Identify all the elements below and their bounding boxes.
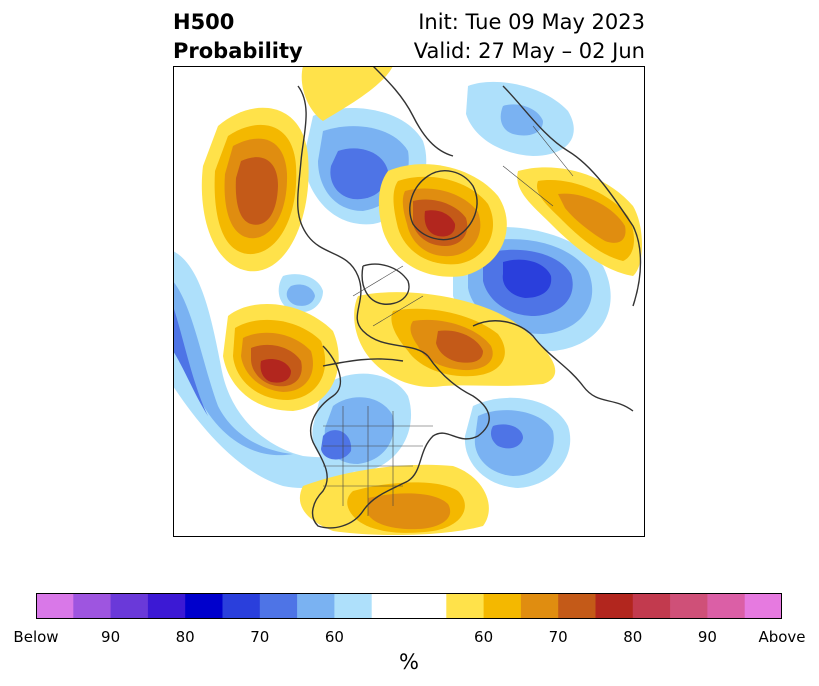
colorbar-cell <box>558 593 596 619</box>
colorbar-tick-label: 90 <box>697 628 717 646</box>
map-subtitle: Init: Tue 09 May 2023 Valid: 27 May – 02… <box>414 8 645 66</box>
colorbar-tick-label: 70 <box>250 628 270 646</box>
colorbar-cell <box>36 593 74 619</box>
colorbar-tick-label: 80 <box>175 628 195 646</box>
title-line-2: Probability <box>173 39 303 63</box>
colorbar-cell <box>446 593 485 619</box>
colorbar-tick-label: 80 <box>623 628 643 646</box>
colorbar-cell <box>520 593 559 619</box>
init-date: Init: Tue 09 May 2023 <box>418 10 645 34</box>
colorbar-tick-label: 70 <box>548 628 568 646</box>
colorbar-cell <box>297 593 335 619</box>
colorbar-tick-label: Above <box>758 628 806 646</box>
title-line-1: H500 <box>173 10 235 34</box>
colorbar-tick-label: 90 <box>101 628 121 646</box>
colorbar <box>36 593 782 619</box>
map-title: H500 Probability <box>173 8 303 66</box>
colorbar-cell <box>371 593 410 619</box>
colorbar-cell <box>595 593 634 619</box>
colorbar-cell <box>632 593 671 619</box>
colorbar-cell <box>744 593 782 619</box>
map-frame <box>173 66 645 537</box>
colorbar-cell <box>670 593 708 619</box>
colorbar-tick-label: 60 <box>324 628 344 646</box>
valid-range: Valid: 27 May – 02 Jun <box>413 39 645 63</box>
colorbar-unit: % <box>399 650 419 674</box>
colorbar-cell <box>73 593 112 619</box>
colorbar-cell <box>259 593 298 619</box>
probability-map <box>173 66 645 537</box>
colorbar-tick-label: 60 <box>474 628 494 646</box>
colorbar-cell <box>707 593 746 619</box>
colorbar-cell <box>409 593 447 619</box>
colorbar-cell <box>185 593 223 619</box>
colorbar-cell <box>222 593 261 619</box>
coastlines <box>297 66 642 529</box>
colorbar-cell <box>110 593 149 619</box>
above-normal-regions <box>201 66 642 536</box>
state-borders <box>323 125 574 516</box>
colorbar-cell <box>147 593 186 619</box>
colorbar-cell <box>334 593 373 619</box>
colorbar-tick-label: Below <box>13 628 59 646</box>
colorbar-cell <box>483 593 522 619</box>
